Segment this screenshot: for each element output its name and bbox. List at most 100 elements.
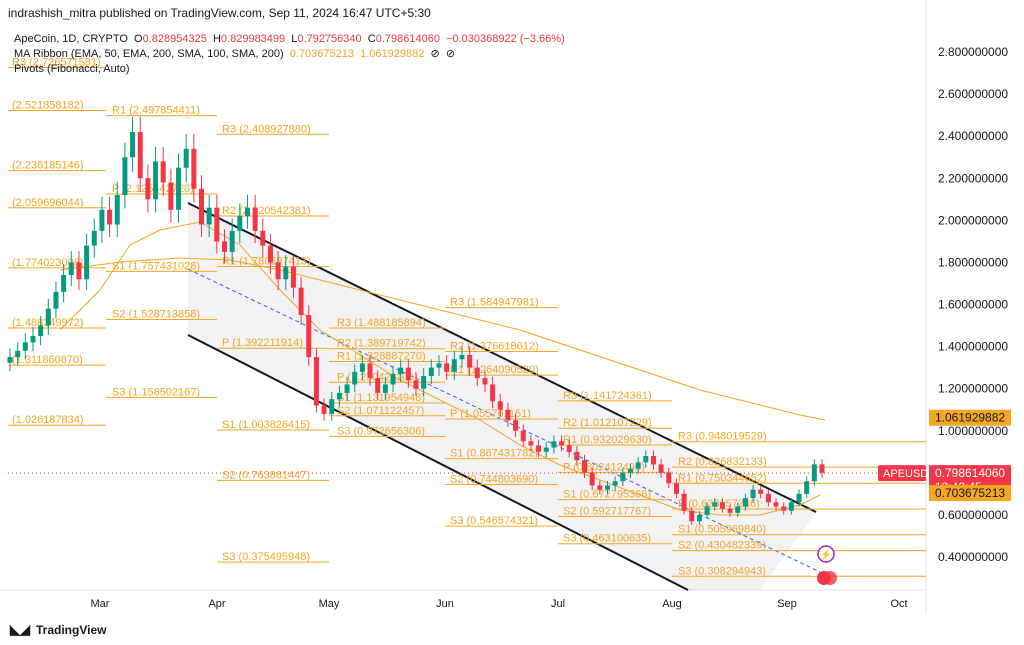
pivot-level-label: (1.026187834) xyxy=(12,414,84,426)
pivot-level-label: S1 (1.757431028) xyxy=(112,260,200,272)
pivot-level-label: R2 (0.826832133) xyxy=(678,456,767,468)
channel-upper-line[interactable] xyxy=(187,202,817,513)
ma-value-1: 0.703675213 xyxy=(289,48,354,60)
candle-body xyxy=(237,216,243,231)
candle-body xyxy=(244,207,250,217)
x-tick-label: Aug xyxy=(662,598,682,610)
pivot-level-label: S3 (1.158502167) xyxy=(112,386,200,398)
pivot-level-label: S1 (1.003826415) xyxy=(222,419,310,431)
candle-body xyxy=(7,357,13,363)
pivot-level-label: R3 (0.948019529) xyxy=(678,431,767,443)
pivot-level-label: (2.521858182) xyxy=(12,100,84,112)
ma-long-price-tag xyxy=(929,409,1011,426)
candle-body xyxy=(275,262,281,280)
close-value: 0.798614060 xyxy=(375,33,440,45)
tradingview-brand: TradingView xyxy=(36,623,107,637)
pivot-level-label: P (1.392211914) xyxy=(222,337,303,349)
channel-lower-line[interactable] xyxy=(187,334,689,591)
candle-body xyxy=(84,245,90,280)
pivot-level-label: R3 (1.488185894) xyxy=(337,317,426,329)
candle-body xyxy=(306,315,312,358)
candle-body xyxy=(15,350,21,358)
y-tick-label: 1.400000000 xyxy=(938,340,1008,354)
candle-body xyxy=(99,209,105,231)
candle-body xyxy=(22,342,28,351)
candle-body xyxy=(658,464,664,473)
candle-body xyxy=(819,464,825,473)
candle-body xyxy=(436,363,442,368)
pivot-level-label: S3 (0.546574321) xyxy=(450,515,538,527)
candle-body xyxy=(719,502,725,509)
candle-body xyxy=(352,371,358,385)
candle-body xyxy=(696,514,702,522)
visibility-icon[interactable]: ⊘ xyxy=(430,48,440,60)
candle-body xyxy=(474,367,480,379)
tradingview-footer[interactable]: ◣◢ TradingView xyxy=(10,622,106,638)
candle-body xyxy=(221,241,227,252)
candle-body xyxy=(413,380,419,389)
candle-body xyxy=(367,363,373,379)
pivot-level-label: S1 (0.867431782) xyxy=(450,448,538,460)
channel-fill xyxy=(188,203,816,590)
candle-body xyxy=(321,405,327,414)
low-label: L xyxy=(291,33,298,45)
symbol-name[interactable]: ApeCoin, 1D, CRYPTO xyxy=(14,33,128,45)
pivot-level-label: R2 (1.389719742) xyxy=(337,338,426,350)
candle-body xyxy=(574,451,580,461)
candle-body xyxy=(650,456,656,465)
ma-ribbon-name[interactable]: MA Ribbon (EMA, 50, EMA, 200, SMA, 100, … xyxy=(14,48,284,60)
candle-body xyxy=(735,506,741,513)
candle-body xyxy=(298,287,304,316)
channel-mid-line[interactable] xyxy=(187,268,821,573)
candle-body xyxy=(643,456,649,463)
candle-body xyxy=(781,506,787,511)
pivot-level-label: R3 (1.584947981) xyxy=(450,297,539,309)
candle-body xyxy=(627,468,633,473)
candle-body xyxy=(199,188,205,225)
candle-body xyxy=(635,462,641,469)
candle-body xyxy=(589,472,595,486)
candle-body xyxy=(742,498,748,507)
candle-body xyxy=(176,167,182,210)
close-label: C xyxy=(367,33,376,45)
candle-body xyxy=(482,378,488,385)
y-tick-label: 2.200000000 xyxy=(938,171,1008,185)
pivots-legend-row[interactable]: Pivots (Fibonacci, Auto) xyxy=(14,62,565,77)
high-label: H xyxy=(212,33,221,45)
candle-body xyxy=(214,207,220,242)
open-label: O xyxy=(134,33,143,45)
x-tick-label: Apr xyxy=(208,598,225,610)
lightning-event-icon[interactable] xyxy=(817,545,835,563)
ma-ribbon-legend-row[interactable]: MA Ribbon (EMA, 50, EMA, 200, SMA, 100, … xyxy=(14,47,565,62)
ma-short-price-tag xyxy=(929,485,1011,502)
candle-body xyxy=(811,464,817,482)
candle-body xyxy=(566,445,572,452)
pivot-level-label: S2 (0.592717767) xyxy=(563,505,651,517)
candle-body xyxy=(620,472,626,482)
candle-body xyxy=(168,182,174,210)
candle-body xyxy=(38,325,44,337)
x-tick-label: Oct xyxy=(890,598,907,610)
candle-body xyxy=(122,157,128,196)
candle-body xyxy=(153,161,159,200)
x-tick-label: May xyxy=(319,598,340,610)
candle-body xyxy=(30,336,36,343)
candle-body xyxy=(336,392,342,400)
ma-long-price-tag-text: 1.061929882 xyxy=(935,411,1005,425)
candle-body xyxy=(290,266,296,288)
visibility-icon-2[interactable]: ⊘ xyxy=(445,48,456,60)
candle-body xyxy=(681,493,687,511)
low-value: 0.792756340 xyxy=(297,33,362,45)
high-value: 0.829983499 xyxy=(220,33,286,45)
candle-body xyxy=(283,266,289,280)
y-tick-label: 1.000000000 xyxy=(938,424,1008,438)
symbol-legend-row[interactable]: ApeCoin, 1D, CRYPTO O0.828954325 H0.8299… xyxy=(14,32,565,47)
pivot-level-label: (2.236185146) xyxy=(12,160,84,172)
candle-body xyxy=(313,357,319,406)
candle-body xyxy=(229,230,235,252)
flag-event-icon-2[interactable] xyxy=(823,571,837,585)
pivot-level-label: R1 (1.328887270) xyxy=(337,351,426,363)
pivots-name[interactable]: Pivots (Fibonacci, Auto) xyxy=(14,63,130,75)
candle-body xyxy=(582,460,588,473)
